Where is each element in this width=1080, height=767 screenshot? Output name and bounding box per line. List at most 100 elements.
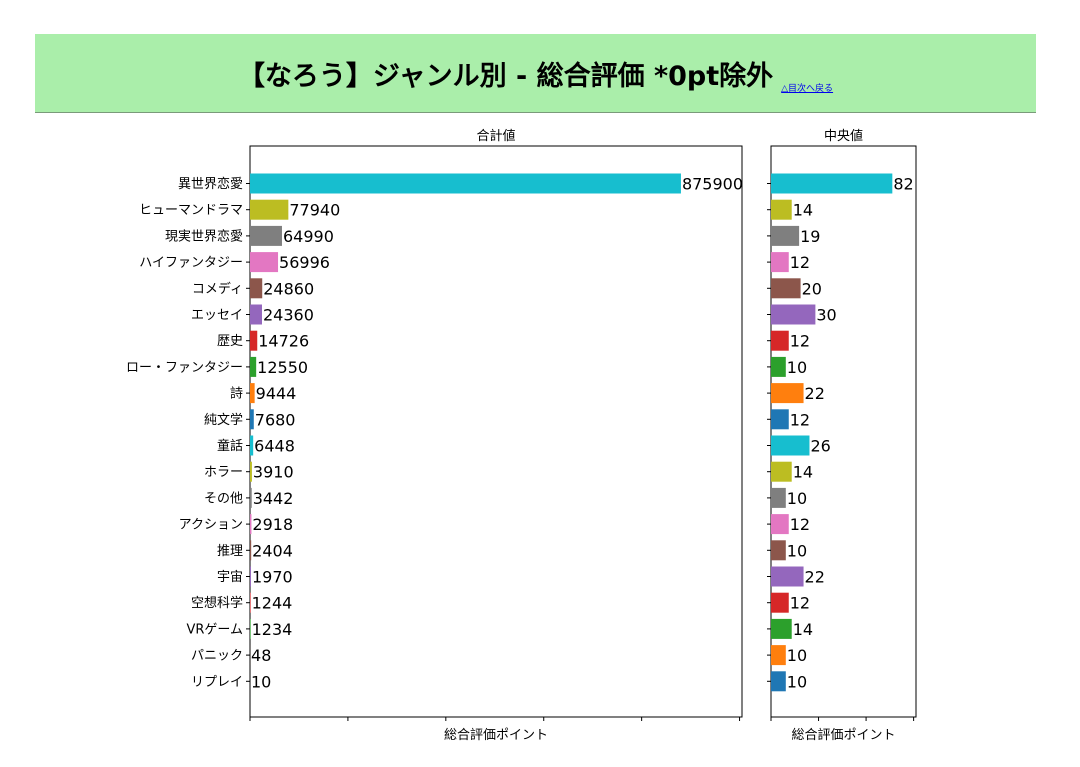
category-label: 異世界恋愛 [178, 176, 243, 192]
median-value-label: 10 [787, 489, 807, 508]
median-value-label: 19 [800, 227, 820, 246]
total-bar [250, 356, 257, 377]
back-to-toc-link[interactable]: △目次へ戻る [781, 83, 834, 94]
total-bar [250, 383, 255, 404]
category-label: その他 [204, 491, 243, 506]
total-value-label: 875900 [682, 175, 743, 194]
total-bar [250, 618, 251, 639]
total-value-label: 24360 [263, 306, 314, 325]
category-label: VRゲーム [186, 622, 243, 637]
median-bar [771, 330, 789, 351]
total-bar [250, 330, 258, 351]
median-bar [771, 225, 800, 246]
median-value-label: 14 [793, 463, 813, 482]
total-plot-frame [249, 145, 743, 718]
category-label: 宇宙 [217, 570, 243, 585]
median-bar [771, 356, 786, 377]
median-bar [771, 566, 804, 587]
page-title-text: 【なろう】ジャンル別 - 総合評価 *0pt除外 [237, 60, 774, 92]
category-label: コメディ [192, 281, 243, 297]
median-bar [771, 383, 804, 404]
category-label: リプレイ [191, 675, 243, 690]
category-label: 現実世界恋愛 [165, 228, 243, 244]
total-bar [250, 540, 252, 561]
total-value-label: 9444 [256, 384, 297, 403]
median-value-label: 22 [805, 384, 825, 403]
median-value-label: 10 [787, 672, 807, 691]
median-value-label: 12 [790, 515, 810, 534]
total-value-label: 12550 [257, 358, 308, 377]
category-label: ハイファンタジー [139, 256, 243, 271]
category-label: エッセイ [191, 308, 243, 323]
total-value-label: 77940 [289, 201, 340, 220]
page-title: 【なろう】ジャンル別 - 総合評価 *0pt除外 △目次へ戻る [237, 54, 834, 94]
total-value-label: 2404 [252, 541, 293, 560]
total-value-label: 7680 [255, 410, 296, 429]
total-value-label: 1244 [252, 594, 293, 613]
median-bar [771, 645, 786, 666]
median-bar [771, 278, 801, 299]
median-value-label: 12 [790, 594, 810, 613]
median-value-label: 82 [893, 175, 913, 194]
median-chart-title: 中央値 [824, 128, 863, 144]
category-label: 詩 [230, 387, 243, 402]
total-value-label: 1970 [252, 568, 293, 587]
median-value-label: 10 [787, 358, 807, 377]
median-value-label: 26 [810, 437, 830, 456]
median-bar [771, 199, 792, 220]
median-bar [771, 540, 786, 561]
category-label: ロー・ファンタジー [126, 360, 243, 375]
category-label: ヒューマンドラマ [139, 203, 243, 218]
total-bar [250, 566, 251, 587]
median-value-label: 14 [793, 201, 813, 220]
total-value-label: 10 [251, 672, 271, 691]
total-value-label: 48 [251, 646, 271, 665]
median-value-label: 10 [787, 541, 807, 560]
median-bar [771, 435, 810, 456]
category-label: アクション [179, 518, 243, 533]
total-bar [250, 278, 263, 299]
total-bar [250, 487, 252, 508]
median-bar [771, 461, 792, 482]
median-value-label: 12 [790, 410, 810, 429]
median-plot-frame [770, 145, 917, 718]
total-bar [250, 435, 254, 456]
median-bar [771, 487, 786, 508]
median-value-label: 22 [805, 568, 825, 587]
median-bar [771, 671, 786, 692]
category-label: ホラー [204, 465, 243, 480]
total-bar [250, 304, 262, 325]
median-bar [771, 618, 792, 639]
category-label: 推理 [217, 544, 243, 559]
category-label: パニック [191, 649, 243, 664]
total-value-label: 56996 [279, 253, 330, 272]
total-value-label: 24860 [263, 279, 314, 298]
total-value-label: 6448 [254, 437, 295, 456]
median-bar [771, 304, 816, 325]
median-value-label: 30 [816, 306, 836, 325]
total-bar [250, 252, 279, 273]
total-bar [250, 514, 252, 535]
total-value-label: 1234 [252, 620, 293, 639]
category-label: 童話 [217, 438, 243, 454]
total-x-axis-label: 総合評価ポイント [444, 728, 548, 743]
total-bar [250, 199, 289, 220]
total-bar [250, 225, 282, 246]
median-value-label: 12 [790, 332, 810, 351]
median-x-axis-label: 総合評価ポイント [791, 728, 895, 743]
total-value-label: 64990 [283, 227, 334, 246]
category-label: 歴史 [217, 334, 243, 349]
total-bar [250, 461, 252, 482]
category-label: 空想科学 [191, 595, 243, 611]
median-bar [771, 592, 789, 613]
total-value-label: 14726 [258, 332, 309, 351]
median-bar [771, 173, 893, 194]
median-value-label: 10 [787, 646, 807, 665]
total-value-label: 2918 [252, 515, 293, 534]
total-bar [250, 173, 681, 194]
median-bar [771, 409, 789, 430]
total-value-label: 3910 [253, 463, 294, 482]
median-value-label: 20 [802, 279, 822, 298]
total-bar [250, 409, 254, 430]
